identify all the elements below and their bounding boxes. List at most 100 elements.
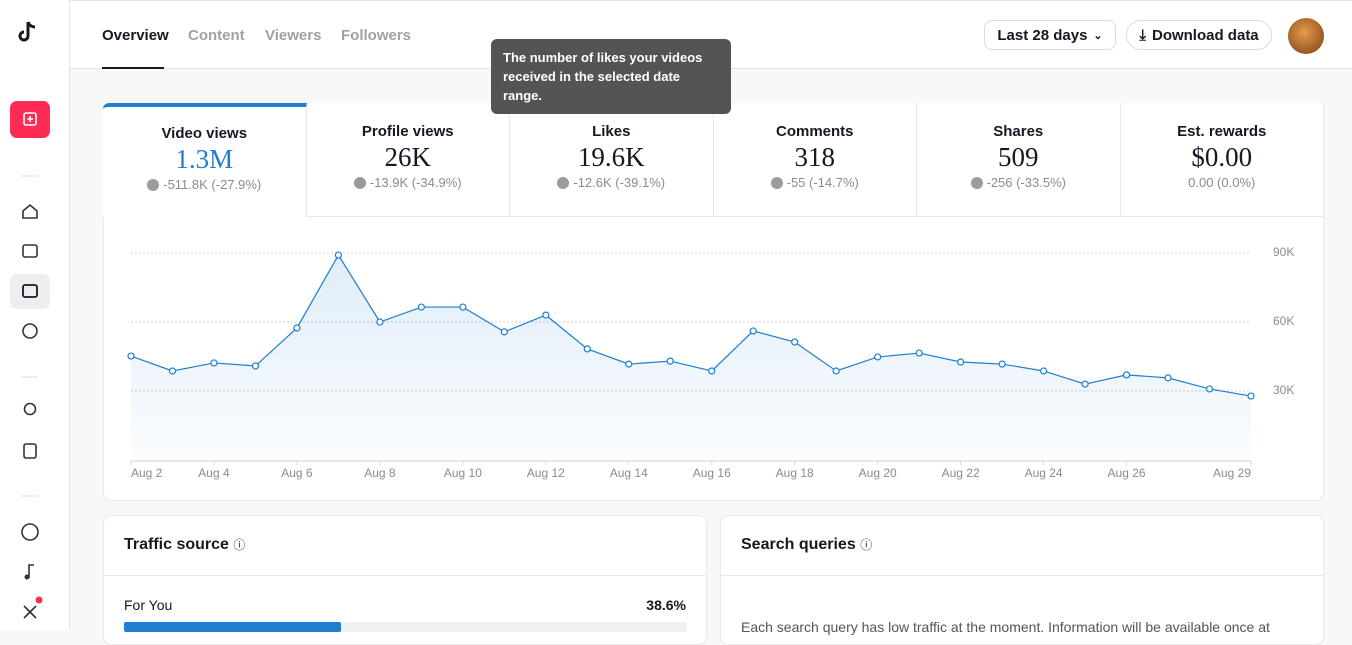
divider <box>721 575 1323 576</box>
area <box>131 255 1251 460</box>
analytics-icon <box>22 284 38 298</box>
tab[interactable]: Overview <box>102 27 169 44</box>
section-title: Traffic source ⓘ <box>124 536 245 554</box>
metric-label: Likes <box>592 123 631 140</box>
monetization-icon[interactable] <box>21 523 39 541</box>
metric-change: -12.6K (-39.1%) <box>510 175 713 190</box>
metric-tab[interactable]: Est. rewards $0.00 0.00 (0.0%) <box>1120 103 1324 217</box>
metric-change: 0.00 (0.0%) <box>1121 175 1324 190</box>
avatar[interactable] <box>1288 18 1324 54</box>
notification-dot <box>35 596 43 604</box>
point <box>168 367 177 375</box>
metric-value: 1.3M <box>175 144 234 174</box>
metric-value: 318 <box>794 142 836 172</box>
point <box>500 328 508 336</box>
date-range: Last 28 days <box>997 26 1088 44</box>
point <box>998 360 1006 368</box>
logo[interactable] <box>18 21 36 42</box>
change-text: -511.8K (-27.9%) <box>163 177 262 192</box>
point <box>334 251 343 259</box>
divider <box>104 575 706 576</box>
metric-tab[interactable]: Comments 318 -55 (-14.7%) <box>713 103 917 217</box>
download-icon: ⤓ <box>1139 26 1146 44</box>
point <box>459 303 467 311</box>
x-tick-label: Aug 26 <box>1108 466 1146 480</box>
metric-tab[interactable]: Profile views 26K -13.9K (-34.9%) <box>306 103 510 217</box>
metric-tab[interactable]: Shares 509 -256 (-33.5%) <box>917 103 1121 217</box>
down-icon <box>353 176 366 189</box>
point <box>293 324 301 332</box>
download-button[interactable]: ⤓ Download data <box>1126 20 1272 50</box>
x-tick-label: Aug 24 <box>1025 466 1063 480</box>
point <box>542 311 550 319</box>
info-icon[interactable]: ⓘ <box>233 538 246 552</box>
metric-change: -511.8K (-27.9%) <box>103 177 306 192</box>
point <box>1164 374 1172 382</box>
download-label: Download data <box>1151 26 1259 44</box>
tab[interactable]: Content <box>188 27 245 44</box>
down-icon <box>970 176 983 189</box>
change-text: -55 (-14.7%) <box>786 175 859 190</box>
traffic-card: Traffic source ⓘ For You 38.6% <box>103 515 707 645</box>
change-text: -13.9K (-34.9%) <box>369 175 462 190</box>
tab-underline <box>102 67 164 69</box>
metric-value: $0.00 <box>1191 142 1253 172</box>
music-icon[interactable] <box>28 564 34 578</box>
analytics-active[interactable] <box>10 274 50 309</box>
tooltip: The number of likes your videos received… <box>491 39 731 114</box>
chart: 30K 60K 90K Aug 2 Aug 4 Aug 6 Aug 8 Aug 10 Aug 1… <box>127 245 1294 480</box>
metric-change: -55 (-14.7%) <box>714 175 917 190</box>
point <box>1081 380 1089 388</box>
point <box>791 338 799 346</box>
down-icon <box>770 176 783 189</box>
inspiration-icon[interactable] <box>23 402 37 416</box>
x-tick-label: Aug 8 <box>364 466 396 480</box>
info-text: Each search query has low traffic at the… <box>741 619 1270 635</box>
metric-change: -256 (-33.5%) <box>917 175 1120 190</box>
upload-plus <box>27 116 33 122</box>
point <box>251 362 260 370</box>
music-dot <box>24 574 30 580</box>
metric-tab[interactable]: Video views 1.3M -511.8K (-27.9%) <box>103 103 307 217</box>
point <box>1247 392 1255 400</box>
home-icon[interactable] <box>22 203 38 219</box>
y-tick-label: 90K <box>1273 245 1294 259</box>
x-tick-label: Aug 22 <box>942 466 980 480</box>
x-tick-label: Aug 10 <box>444 466 482 480</box>
metric-change: -13.9K (-34.9%) <box>307 175 510 190</box>
metric-value: 509 <box>998 142 1039 172</box>
tools-icon[interactable] <box>23 605 37 619</box>
point <box>1205 385 1214 393</box>
section-title: Search queries ⓘ <box>741 536 872 554</box>
x-tick-label: Aug 12 <box>527 466 565 480</box>
content-icon[interactable] <box>22 244 38 258</box>
point <box>915 349 923 357</box>
tab[interactable]: Followers <box>341 27 412 44</box>
point <box>417 303 425 311</box>
academy-icon[interactable] <box>23 443 37 459</box>
point <box>625 360 633 368</box>
x-tick-label: Aug 14 <box>610 466 648 480</box>
point <box>832 367 840 375</box>
comments-icon[interactable] <box>22 323 38 339</box>
point <box>708 367 716 375</box>
line <box>130 253 1252 397</box>
point <box>127 352 135 360</box>
change-text: -12.6K (-39.1%) <box>573 175 666 190</box>
x-tick-label: Aug 29 <box>1213 466 1251 480</box>
x-tick-label: Aug 16 <box>693 466 731 480</box>
y-tick-label: 30K <box>1273 383 1294 397</box>
y-tick-label: 60K <box>1273 314 1294 328</box>
metric-label: Est. rewards <box>1177 123 1267 140</box>
upload-icon <box>23 112 37 126</box>
info-icon[interactable]: ⓘ <box>860 538 873 552</box>
tab[interactable]: Viewers <box>265 27 322 44</box>
sidebar-icons <box>10 21 50 619</box>
point <box>957 358 965 366</box>
date-range-button[interactable]: Last 28 days ⌄ <box>984 20 1116 50</box>
metric-tab[interactable]: Likes 19.6K -12.6K (-39.1%) <box>510 103 714 217</box>
change-text: -256 (-33.5%) <box>986 175 1066 190</box>
point <box>583 345 591 353</box>
point <box>874 353 882 361</box>
